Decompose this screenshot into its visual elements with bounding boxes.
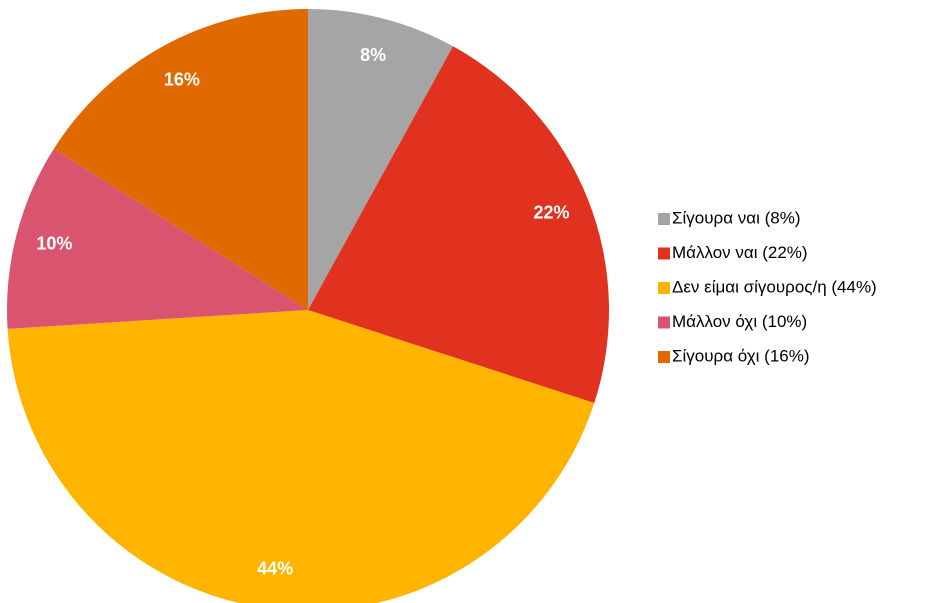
legend-swatch bbox=[658, 316, 670, 329]
legend-swatch bbox=[658, 213, 670, 225]
legend-label: Δεν είμαι σίγουρος/η (44%) bbox=[672, 277, 877, 296]
legend-label: Μάλλον ναι (22%) bbox=[672, 243, 808, 262]
data-label: 8% bbox=[360, 45, 386, 65]
legend-label: Μάλλον όχι (10%) bbox=[672, 312, 807, 331]
pie-slice bbox=[308, 9, 454, 310]
legend-swatch bbox=[658, 247, 670, 260]
legend-label: Σίγουρα ναι (8%) bbox=[672, 208, 800, 227]
data-label: 44% bbox=[257, 559, 293, 579]
data-label: 16% bbox=[164, 69, 200, 89]
legend-swatch bbox=[658, 282, 670, 294]
pie-slice bbox=[308, 46, 610, 404]
legend-label: Σίγουρα όχι (16%) bbox=[672, 346, 810, 365]
pie-slice bbox=[7, 148, 309, 329]
pie-slice bbox=[7, 310, 595, 603]
data-label: 22% bbox=[533, 202, 569, 222]
legend-swatch bbox=[658, 351, 670, 363]
pie-slice bbox=[53, 9, 308, 310]
data-label: 10% bbox=[36, 234, 72, 254]
